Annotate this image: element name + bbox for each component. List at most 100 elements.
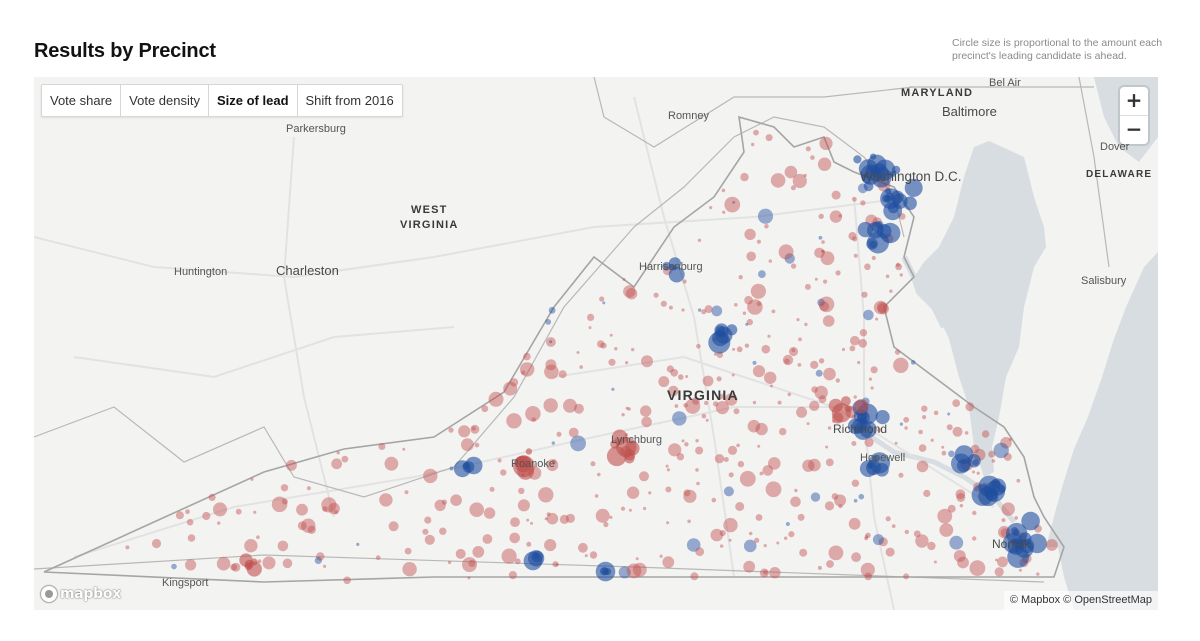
precinct-circle[interactable]: [186, 518, 194, 526]
precinct-circle[interactable]: [424, 534, 435, 545]
precinct-circle[interactable]: [865, 532, 871, 538]
precinct-circle[interactable]: [686, 538, 701, 552]
precinct-circle[interactable]: [864, 263, 871, 271]
precinct-circle[interactable]: [957, 556, 969, 569]
precinct-circle[interactable]: [828, 545, 844, 561]
precinct-circle[interactable]: [244, 539, 258, 553]
precinct-circle[interactable]: [732, 200, 736, 204]
precinct-circle[interactable]: [755, 514, 763, 521]
precinct-circle[interactable]: [720, 544, 724, 548]
precinct-circle[interactable]: [838, 504, 843, 509]
precinct-circle[interactable]: [870, 386, 874, 390]
precinct-circle[interactable]: [556, 431, 562, 437]
precinct-circle[interactable]: [343, 576, 351, 585]
precinct-circle[interactable]: [941, 450, 947, 456]
precinct-circle[interactable]: [878, 537, 888, 547]
precinct-circle[interactable]: [805, 146, 811, 152]
precinct-circle[interactable]: [923, 489, 931, 497]
precinct-circle[interactable]: [701, 309, 707, 315]
precinct-circle[interactable]: [835, 378, 840, 383]
precinct-circle[interactable]: [474, 442, 480, 448]
precinct-circle[interactable]: [517, 499, 530, 512]
precinct-circle[interactable]: [692, 397, 700, 405]
precinct-circle[interactable]: [724, 196, 741, 213]
precinct-circle[interactable]: [964, 431, 969, 435]
precinct-circle[interactable]: [918, 429, 923, 435]
precinct-circle[interactable]: [972, 459, 979, 466]
precinct-circle[interactable]: [745, 322, 749, 326]
precinct-circle[interactable]: [579, 365, 583, 369]
precinct-circle[interactable]: [895, 262, 901, 267]
precinct-circle[interactable]: [531, 417, 536, 422]
precinct-circle[interactable]: [728, 538, 732, 542]
precinct-circle[interactable]: [997, 556, 1008, 568]
precinct-circle[interactable]: [690, 572, 699, 581]
precinct-circle[interactable]: [597, 340, 605, 348]
precinct-circle[interactable]: [784, 253, 795, 264]
precinct-circle[interactable]: [708, 331, 731, 354]
precinct-circle[interactable]: [796, 318, 800, 322]
precinct-circle[interactable]: [543, 398, 558, 413]
tab-vote-density[interactable]: Vote density: [121, 85, 209, 116]
precinct-circle[interactable]: [838, 214, 842, 218]
precinct-circle[interactable]: [955, 489, 966, 500]
precinct-circle[interactable]: [913, 530, 921, 538]
precinct-circle[interactable]: [818, 358, 825, 364]
precinct-circle[interactable]: [711, 497, 717, 503]
precinct-circle[interactable]: [614, 347, 618, 351]
precinct-circle[interactable]: [972, 510, 977, 516]
precinct-circle[interactable]: [262, 556, 276, 570]
precinct-circle[interactable]: [682, 279, 687, 284]
precinct-circle[interactable]: [503, 381, 518, 396]
precinct-circle[interactable]: [587, 313, 595, 321]
precinct-circle[interactable]: [726, 324, 738, 336]
precinct-circle[interactable]: [835, 270, 841, 276]
precinct-circle[interactable]: [526, 541, 532, 547]
precinct-circle[interactable]: [758, 270, 766, 278]
precinct-circle[interactable]: [864, 535, 869, 539]
precinct-circle[interactable]: [704, 305, 713, 314]
precinct-circle[interactable]: [356, 542, 360, 546]
precinct-circle[interactable]: [910, 360, 916, 365]
precinct-circles[interactable]: [125, 129, 1058, 585]
precinct-circle[interactable]: [848, 517, 861, 530]
precinct-circle[interactable]: [750, 283, 767, 299]
precinct-circle[interactable]: [776, 541, 780, 545]
precinct-circle[interactable]: [802, 459, 815, 472]
precinct-circle[interactable]: [791, 348, 796, 353]
precinct-circle[interactable]: [821, 240, 825, 244]
precinct-circle[interactable]: [792, 173, 807, 189]
precinct-circle[interactable]: [316, 552, 325, 561]
precinct-circle[interactable]: [930, 438, 934, 442]
precinct-circle[interactable]: [790, 496, 801, 508]
precinct-circle[interactable]: [756, 301, 762, 307]
precinct-circle[interactable]: [469, 502, 485, 517]
precinct-circle[interactable]: [788, 346, 799, 357]
precinct-circle[interactable]: [713, 401, 719, 407]
precinct-circle[interactable]: [854, 399, 869, 414]
precinct-circle[interactable]: [670, 368, 679, 377]
precinct-circle[interactable]: [709, 206, 713, 210]
precinct-circle[interactable]: [777, 400, 782, 405]
precinct-circle[interactable]: [525, 406, 541, 422]
precinct-circle[interactable]: [378, 443, 386, 450]
tab-size-of-lead[interactable]: Size of lead: [209, 85, 298, 116]
precinct-circle[interactable]: [695, 468, 699, 472]
precinct-circle[interactable]: [818, 395, 827, 404]
precinct-circle[interactable]: [404, 547, 412, 555]
precinct-circle[interactable]: [755, 422, 768, 436]
precinct-circle[interactable]: [588, 326, 592, 330]
precinct-circle[interactable]: [590, 461, 596, 467]
precinct-circle[interactable]: [740, 172, 749, 182]
precinct-circle[interactable]: [250, 477, 254, 481]
precinct-circle[interactable]: [525, 448, 533, 455]
precinct-circle[interactable]: [1018, 532, 1032, 545]
precinct-circle[interactable]: [939, 523, 954, 537]
precinct-circle[interactable]: [788, 531, 795, 538]
precinct-circle[interactable]: [481, 405, 489, 413]
precinct-circle[interactable]: [331, 458, 343, 470]
precinct-circle[interactable]: [626, 563, 642, 579]
precinct-circle[interactable]: [752, 365, 766, 378]
precinct-circle[interactable]: [871, 255, 876, 261]
precinct-circle[interactable]: [811, 386, 818, 393]
